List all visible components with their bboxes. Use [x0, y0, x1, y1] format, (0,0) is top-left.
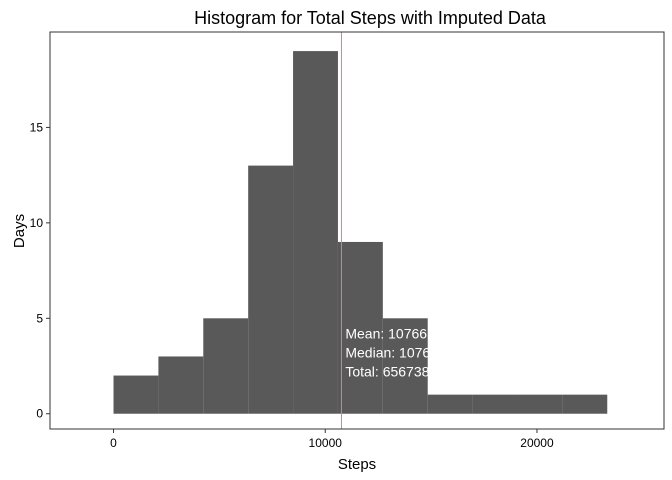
histogram-bar	[293, 51, 338, 414]
plot-area: Mean: 10766 Median: 10766 Total: 656738	[113, 32, 608, 429]
histogram-bar	[427, 394, 473, 414]
x-tick-label: 20000	[520, 436, 554, 450]
histogram-bar	[517, 394, 563, 414]
y-tick-label: 5	[36, 311, 43, 325]
y-tick-label: 0	[36, 407, 43, 421]
chart-title: Histogram for Total Steps with Imputed D…	[194, 8, 547, 28]
x-tick-label: 0	[110, 436, 117, 450]
histogram-bar	[158, 356, 204, 414]
histogram-bar	[113, 375, 159, 414]
annotation-label: Mean: 10766	[345, 326, 427, 342]
annotation-label: Median: 10766	[345, 345, 438, 361]
histogram-bar	[382, 318, 428, 414]
plot-border	[49, 31, 665, 430]
annotation-label: Total: 656738	[345, 364, 429, 380]
y-tick-label: 10	[30, 216, 44, 230]
histogram-bar	[472, 394, 518, 414]
histogram-bar	[203, 318, 249, 414]
x-axis: 0 10000 20000	[110, 429, 554, 450]
histogram-bar	[337, 241, 383, 414]
x-axis-title: Steps	[338, 456, 376, 473]
x-tick-label: 10000	[309, 436, 343, 450]
y-tick-label: 15	[30, 120, 44, 134]
y-axis: 0 5 10 15	[30, 120, 50, 421]
histogram-bar	[248, 165, 294, 414]
histogram-bar	[562, 394, 608, 414]
y-axis-title: Days	[11, 214, 28, 248]
